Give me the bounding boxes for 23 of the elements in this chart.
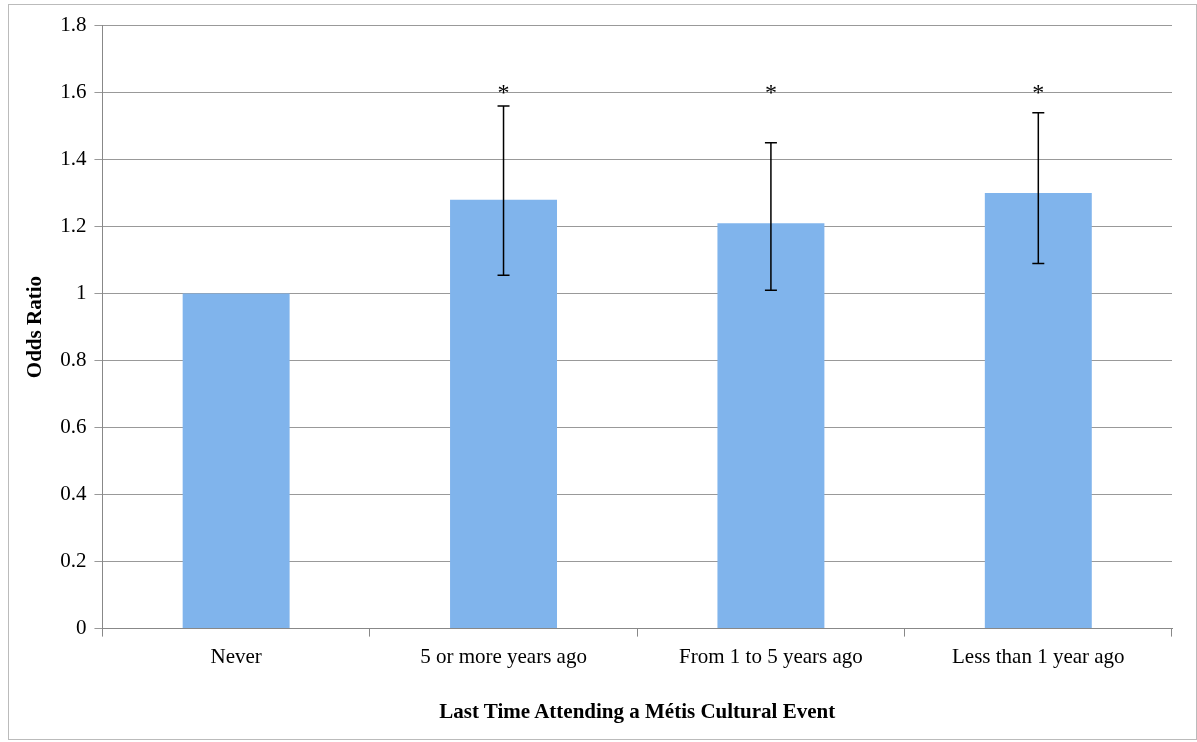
x-axis-title: Last Time Attending a Métis Cultural Event xyxy=(439,698,836,723)
y-tick-label: 1.4 xyxy=(60,146,87,171)
y-tick-label: 1.2 xyxy=(60,213,87,238)
x-tick-label: Less than 1 year ago xyxy=(952,643,1125,668)
bar xyxy=(450,199,558,629)
x-tick-label: 5 or more years ago xyxy=(420,643,587,668)
y-tick-label: 1 xyxy=(75,280,87,305)
y-tick-label: 1.6 xyxy=(60,79,87,104)
bar xyxy=(984,193,1092,629)
annotation: * xyxy=(1032,78,1045,105)
annotation: * xyxy=(764,78,777,105)
y-tick-label: 0.6 xyxy=(60,414,87,439)
x-tick-label: From 1 to 5 years ago xyxy=(679,643,863,668)
y-tick-label: 0.4 xyxy=(60,481,87,506)
annotation: * xyxy=(497,78,510,105)
x-tick-label: Never xyxy=(210,643,262,668)
y-tick-label: 0.2 xyxy=(60,548,87,573)
y-axis-title: Odds Ratio xyxy=(22,276,47,379)
y-tick-label: 0 xyxy=(75,615,87,640)
bar xyxy=(182,293,290,629)
y-tick-label: 1.8 xyxy=(60,12,87,37)
bar xyxy=(717,223,825,629)
y-tick-label: 0.8 xyxy=(60,347,87,372)
